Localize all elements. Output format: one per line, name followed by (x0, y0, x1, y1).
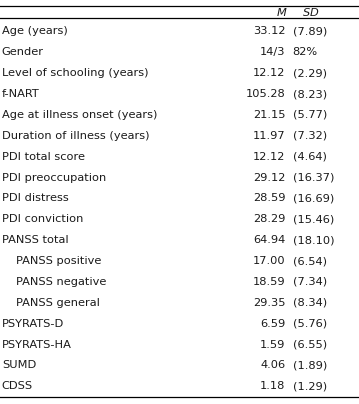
Text: f-NART: f-NART (2, 89, 39, 99)
Text: SUMD: SUMD (2, 360, 36, 370)
Text: 82%: 82% (293, 47, 318, 57)
Text: PANSS positive: PANSS positive (16, 256, 102, 266)
Text: (8.23): (8.23) (293, 89, 327, 99)
Text: 105.28: 105.28 (246, 89, 285, 99)
Text: 29.35: 29.35 (253, 298, 285, 308)
Text: (4.64): (4.64) (293, 152, 326, 162)
Text: 64.94: 64.94 (253, 235, 285, 245)
Text: PSYRATS-D: PSYRATS-D (2, 319, 64, 329)
Text: PANSS general: PANSS general (16, 298, 100, 308)
Text: 6.59: 6.59 (260, 319, 285, 329)
Text: (8.34): (8.34) (293, 298, 327, 308)
Text: $\mathit{M}$: $\mathit{M}$ (276, 6, 288, 18)
Text: (16.69): (16.69) (293, 194, 334, 204)
Text: 1.18: 1.18 (260, 381, 285, 391)
Text: 4.06: 4.06 (260, 360, 285, 370)
Text: PDI preoccupation: PDI preoccupation (2, 173, 106, 183)
Text: (15.46): (15.46) (293, 214, 334, 224)
Text: PANSS negative: PANSS negative (16, 277, 107, 287)
Text: Age (years): Age (years) (2, 26, 67, 36)
Text: Age at illness onset (years): Age at illness onset (years) (2, 110, 157, 120)
Text: 1.59: 1.59 (260, 339, 285, 349)
Text: (1.89): (1.89) (293, 360, 327, 370)
Text: CDSS: CDSS (2, 381, 33, 391)
Text: 18.59: 18.59 (253, 277, 285, 287)
Text: 11.97: 11.97 (253, 131, 285, 141)
Text: (5.76): (5.76) (293, 319, 327, 329)
Text: (5.77): (5.77) (293, 110, 327, 120)
Text: (7.34): (7.34) (293, 277, 327, 287)
Text: PSYRATS-HA: PSYRATS-HA (2, 339, 72, 349)
Text: 21.15: 21.15 (253, 110, 285, 120)
Text: Gender: Gender (2, 47, 44, 57)
Text: 33.12: 33.12 (253, 26, 285, 36)
Text: (16.37): (16.37) (293, 173, 334, 183)
Text: PANSS total: PANSS total (2, 235, 69, 245)
Text: 14/3: 14/3 (260, 47, 285, 57)
Text: (6.54): (6.54) (293, 256, 327, 266)
Text: 28.59: 28.59 (253, 194, 285, 204)
Text: (6.55): (6.55) (293, 339, 327, 349)
Text: PDI conviction: PDI conviction (2, 214, 83, 224)
Text: (1.29): (1.29) (293, 381, 327, 391)
Text: PDI total score: PDI total score (2, 152, 85, 162)
Text: Duration of illness (years): Duration of illness (years) (2, 131, 149, 141)
Text: (7.32): (7.32) (293, 131, 327, 141)
Text: PDI distress: PDI distress (2, 194, 69, 204)
Text: (18.10): (18.10) (293, 235, 334, 245)
Text: (2.29): (2.29) (293, 68, 327, 78)
Text: 29.12: 29.12 (253, 173, 285, 183)
Text: 12.12: 12.12 (253, 152, 285, 162)
Text: 28.29: 28.29 (253, 214, 285, 224)
Text: 17.00: 17.00 (253, 256, 285, 266)
Text: Level of schooling (years): Level of schooling (years) (2, 68, 148, 78)
Text: $\mathit{SD}$: $\mathit{SD}$ (302, 6, 319, 18)
Text: (7.89): (7.89) (293, 26, 327, 36)
Text: 12.12: 12.12 (253, 68, 285, 78)
